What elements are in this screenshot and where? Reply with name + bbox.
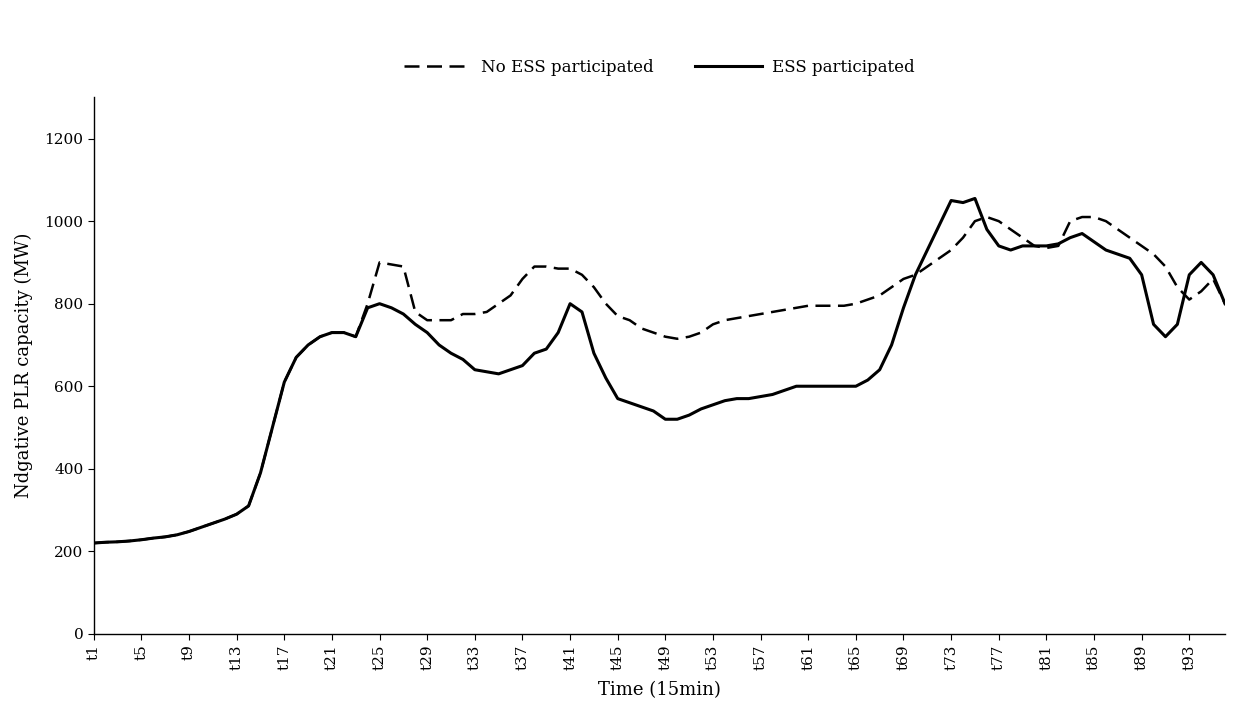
No ESS participated [241,502,255,511]
Legend: No ESS participated, ESS participated: No ESS participated, ESS participated [398,52,921,82]
ESS participated [408,320,423,328]
ESS participated [693,405,708,413]
No ESS participated [574,271,589,279]
No ESS participated [1218,299,1233,308]
Line: ESS participated: ESS participated [94,198,1225,543]
ESS participated [1135,271,1149,279]
Line: No ESS participated: No ESS participated [94,217,1225,543]
ESS participated [241,502,255,511]
ESS participated [574,308,589,316]
X-axis label: Time (15min): Time (15min) [598,681,720,699]
ESS participated [967,194,982,203]
No ESS participated [408,308,423,316]
No ESS participated [1135,241,1149,250]
ESS participated [658,415,673,423]
ESS participated [87,539,102,548]
ESS participated [1218,299,1233,308]
No ESS participated [658,333,673,341]
Y-axis label: Ndgative PLR capacity (MW): Ndgative PLR capacity (MW) [15,233,33,498]
No ESS participated [980,213,994,221]
No ESS participated [693,328,708,337]
No ESS participated [87,539,102,548]
